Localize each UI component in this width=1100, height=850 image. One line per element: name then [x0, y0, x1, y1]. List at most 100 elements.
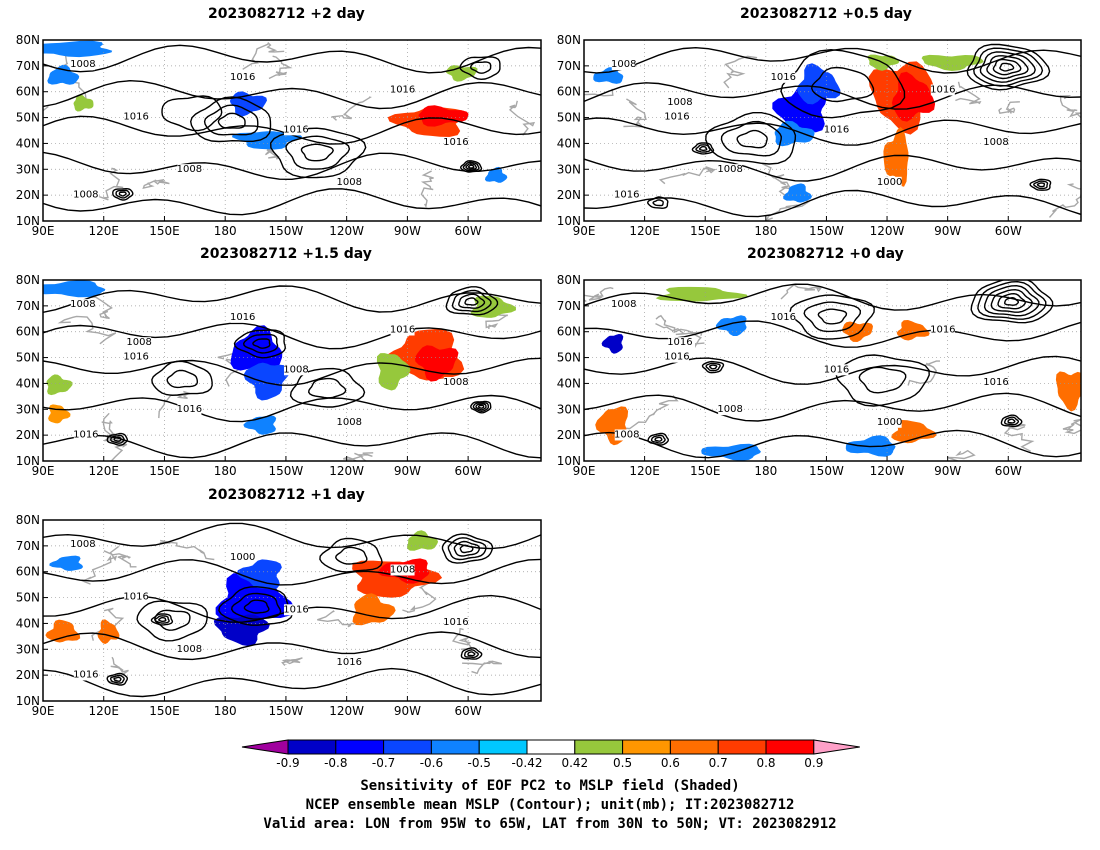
coastline: [655, 314, 703, 336]
colorbar-tick-label: -0.8: [324, 756, 347, 770]
coastline: [1048, 183, 1081, 218]
isobar: [242, 333, 279, 354]
contour-label: 1016: [73, 669, 98, 680]
y-tick-label: 10N: [557, 454, 581, 468]
map-frame: [42, 279, 542, 462]
isobar: [803, 301, 862, 333]
y-tick-label: 20N: [16, 188, 40, 202]
colorbar-tick-label: -0.7: [372, 756, 395, 770]
coastline: [946, 449, 976, 461]
isobar: [252, 338, 271, 349]
sensitivity-shading: [45, 619, 81, 643]
contour-label-bg: [771, 311, 796, 323]
isobar: [106, 432, 129, 446]
isobar: [584, 320, 1081, 348]
isobar: [584, 283, 1081, 311]
isobar: [335, 546, 368, 565]
coastline: [420, 170, 434, 208]
isobar: [646, 196, 669, 210]
contour-label-bg: [124, 111, 149, 123]
isobar: [469, 61, 492, 74]
isobar: [691, 142, 715, 155]
coastline: [91, 607, 125, 641]
contour-label-bg: [230, 311, 255, 323]
contour-label: 1008: [177, 164, 202, 175]
contour-label-bg: [124, 591, 149, 603]
isobar: [166, 369, 198, 389]
isobar: [584, 355, 1081, 385]
y-tick-label: 30N: [557, 402, 581, 416]
colorbar-tick-label: 0.9: [804, 756, 823, 770]
x-tick-label: 120E: [88, 704, 119, 718]
isobar: [289, 367, 366, 408]
x-tick-label: 150E: [690, 224, 721, 238]
contour-label: 1008: [70, 539, 95, 550]
isobar: [112, 187, 134, 201]
panel-title: 2023082712 +2 day: [208, 6, 365, 22]
isobar: [453, 540, 480, 557]
contour-label-bg: [667, 337, 692, 349]
isobar: [110, 434, 125, 444]
contour-label: 1016: [123, 592, 148, 603]
coastline: [402, 582, 437, 613]
isobar: [698, 146, 708, 152]
isobar: [233, 329, 287, 359]
isobar: [970, 280, 1054, 324]
contour-label-bg: [73, 189, 98, 201]
y-tick-label: 80N: [16, 513, 40, 527]
colorbar-segment: [335, 739, 385, 755]
colorbar-segment: [717, 739, 767, 755]
contour-label: 1016: [230, 72, 255, 83]
isobar: [465, 162, 478, 170]
x-tick-label: 180: [754, 464, 777, 478]
y-tick-label: 60N: [557, 325, 581, 339]
x-tick-label: 90E: [32, 704, 55, 718]
isobar: [584, 117, 1081, 146]
panel-title: 2023082712 +1 day: [208, 487, 365, 503]
x-tick-label: 150W: [269, 704, 304, 718]
sensitivity-shading: [46, 374, 73, 396]
coastline: [343, 452, 364, 461]
colorbar-segment: [430, 739, 480, 755]
y-tick-label: 50N: [557, 111, 581, 125]
isobar: [43, 432, 541, 459]
isobar: [983, 284, 1040, 317]
contour-label: 1008: [73, 189, 98, 200]
isobar: [1003, 296, 1019, 306]
isobar: [701, 360, 725, 374]
y-tick-label: 80N: [16, 33, 40, 47]
isobar: [115, 189, 131, 199]
contour-label: 1008: [611, 299, 636, 310]
isobar: [990, 288, 1033, 313]
x-tick-label: 60W: [995, 224, 1022, 238]
y-tick-label: 80N: [16, 273, 40, 287]
y-tick-label: 50N: [16, 111, 40, 125]
caption-line-3: Valid area: LON from 95W to 65W, LAT fro…: [263, 816, 837, 832]
contour-label-bg: [390, 564, 415, 576]
x-tick-label: 120W: [870, 464, 905, 478]
contour-label: 1016: [390, 84, 415, 95]
isobar: [460, 647, 483, 660]
sensitivity-shading: [236, 559, 282, 590]
contour-label: 1016: [983, 377, 1008, 388]
contour-label: 1016: [443, 137, 468, 148]
panel-title: 2023082712 +0 day: [747, 246, 904, 262]
contour-label: 1016: [824, 124, 849, 135]
contour-label-bg: [611, 299, 636, 311]
isobar: [835, 354, 930, 407]
coastline: [217, 350, 242, 387]
contour-label-bg: [283, 364, 308, 376]
contour-label-bg: [73, 429, 98, 441]
y-tick-label: 10N: [16, 214, 40, 228]
map-frame: [42, 39, 542, 222]
isobar: [992, 58, 1022, 76]
x-tick-label: 60W: [455, 704, 482, 718]
contour-label-bg: [390, 324, 415, 336]
x-tick-label: 150W: [809, 464, 844, 478]
contour-label: 1016: [930, 324, 955, 335]
coastline: [508, 100, 536, 136]
x-tick-label: 120W: [329, 464, 364, 478]
x-tick-label: 90E: [573, 224, 596, 238]
contour-label-bg: [443, 376, 468, 388]
